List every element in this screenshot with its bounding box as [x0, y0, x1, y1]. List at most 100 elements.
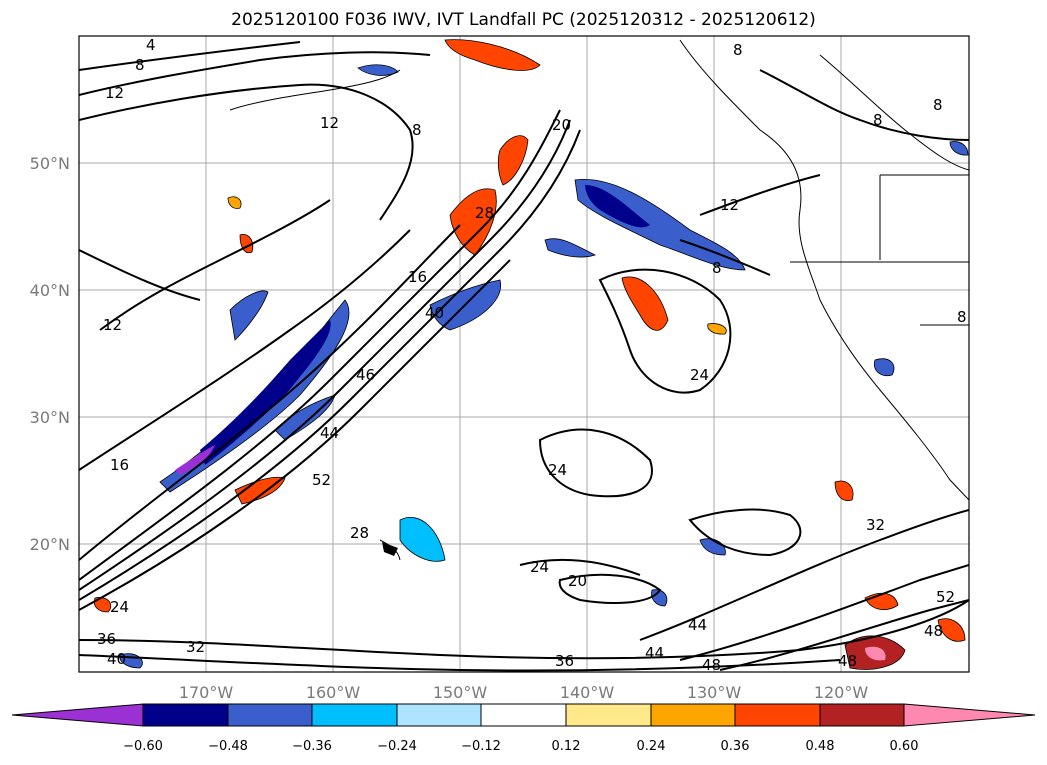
- contour-8-coast: [759, 69, 969, 141]
- lon-tick-label: 140°W: [560, 683, 615, 702]
- map-background: [79, 36, 969, 672]
- positive-peak-southeast: [865, 646, 886, 661]
- contour-label: 24: [110, 598, 129, 616]
- state-borders: [790, 174, 969, 326]
- lon-tick-label: 130°W: [687, 683, 742, 702]
- contour-ar-3: [79, 129, 581, 601]
- contour-12-north: [79, 83, 414, 221]
- contour-loop-southeast: [688, 508, 802, 557]
- positive-patch-east: [621, 276, 669, 331]
- hawaii-island: [382, 542, 398, 556]
- contour-label: 40: [425, 304, 444, 322]
- positive-patch-west-b: [227, 196, 242, 209]
- contour-label: 52: [936, 588, 955, 606]
- contour-label: 8: [933, 96, 943, 114]
- contour-16: [79, 229, 411, 471]
- lon-tick-label: 150°W: [433, 683, 488, 702]
- contour-40-east: [639, 509, 969, 641]
- coastlines: [229, 39, 969, 561]
- colorbar-tick-label: −0.36: [292, 739, 332, 754]
- negative-patch-mid: [544, 238, 597, 258]
- contour-label: 36: [555, 652, 574, 670]
- colorbar-bin: [565, 703, 652, 727]
- contour-4: [79, 41, 301, 71]
- contour-40-south: [79, 654, 841, 672]
- contour-ar-5: [79, 224, 461, 561]
- map-content: [79, 36, 969, 672]
- contour-ar-4: [79, 259, 511, 611]
- iwv-contours: [79, 41, 969, 672]
- contour-label: 44: [688, 616, 707, 634]
- lon-tick-label: 170°W: [179, 683, 234, 702]
- contour-label: 4: [146, 36, 156, 54]
- contour-label: 8: [873, 111, 883, 129]
- contour-label: 8: [412, 121, 422, 139]
- negative-patch-alaska: [357, 64, 399, 76]
- negative-patch-west: [229, 290, 269, 341]
- contour-label: 48: [924, 622, 943, 640]
- contour-24-east: [598, 268, 732, 394]
- contour-label: 20: [552, 116, 571, 134]
- colorbar-bin: [480, 703, 567, 727]
- colorbar-tick-label: −0.12: [461, 739, 501, 754]
- contour-ar-1: [79, 109, 561, 581]
- negative-peak-main: [175, 445, 215, 475]
- positive-band-gulf: [444, 39, 541, 71]
- contour-label: 40: [107, 650, 126, 668]
- colorbar-bin: [734, 703, 821, 727]
- contour-label: 12: [320, 114, 339, 132]
- positive-patch-south-b: [937, 618, 966, 642]
- contour-12-west: [99, 199, 331, 331]
- contour-west-loop: [79, 249, 201, 301]
- contour-36: [79, 599, 969, 660]
- contour-8-north: [79, 51, 431, 96]
- contour-ar-2: [79, 119, 571, 591]
- contour-label: 12: [103, 316, 122, 334]
- negative-core-main: [200, 320, 331, 465]
- contour-label: 44: [645, 644, 664, 662]
- contour-label: 28: [475, 204, 494, 222]
- colorbar-tick-label: 0.48: [806, 739, 835, 754]
- contour-24-south: [519, 558, 641, 576]
- contour-label: 8: [733, 41, 743, 59]
- colorbar-tick-label: 0.12: [552, 739, 581, 754]
- contour-label: 16: [110, 456, 129, 474]
- colorbar-bin: [311, 703, 398, 727]
- lat-tick-label: 50°N: [30, 154, 70, 173]
- contour-label: 32: [186, 638, 205, 656]
- colorbar-tick-labels: −0.60 −0.48 −0.36 −0.24 −0.12 0.12 0.24 …: [123, 739, 918, 754]
- negative-patch-bc: [949, 141, 969, 156]
- contour-label: 20: [568, 572, 587, 590]
- colorbar-tick-label: −0.48: [208, 739, 248, 754]
- map-frame: [78, 35, 970, 673]
- contour-label: 12: [105, 84, 124, 102]
- colorbar-bin: [650, 703, 736, 727]
- contour-label: 44: [320, 424, 339, 442]
- lat-tick-label: 20°N: [30, 535, 70, 554]
- coastline-bc: [819, 54, 969, 171]
- lon-tick-label: 120°W: [814, 683, 869, 702]
- lat-tick-labels: 50°N 40°N 30°N 20°N: [30, 154, 70, 554]
- colorbar-tick-label: −0.24: [377, 739, 417, 754]
- colorbar-bin: [142, 703, 229, 727]
- contour-label: 16: [408, 268, 427, 286]
- positive-patch-southwest: [93, 597, 112, 613]
- negative-core-northeast: [585, 185, 650, 228]
- lat-tick-label: 40°N: [30, 281, 70, 300]
- contour-label: 32: [866, 516, 885, 534]
- contour-48: [719, 599, 969, 671]
- contour-label: 46: [356, 366, 375, 384]
- contour-label: 8: [957, 308, 967, 326]
- colorbar-bin: [396, 703, 482, 727]
- colorbar-extend-min: [11, 703, 144, 727]
- map-title: 2025120100 F036 IWV, IVT Landfall PC (20…: [231, 10, 816, 30]
- colorbar-bin: [227, 703, 313, 727]
- negative-patch-hawaii: [399, 517, 446, 562]
- contour-label-group: 4 8 12 8 12 20 28 16 40 46 44 52 12 16 2…: [97, 36, 967, 674]
- contour-label: 24: [690, 366, 709, 384]
- graticule: [79, 36, 969, 672]
- contour-label: 48: [702, 656, 721, 674]
- contour-label: 48: [838, 652, 857, 670]
- lat-tick-label: 30°N: [30, 408, 70, 427]
